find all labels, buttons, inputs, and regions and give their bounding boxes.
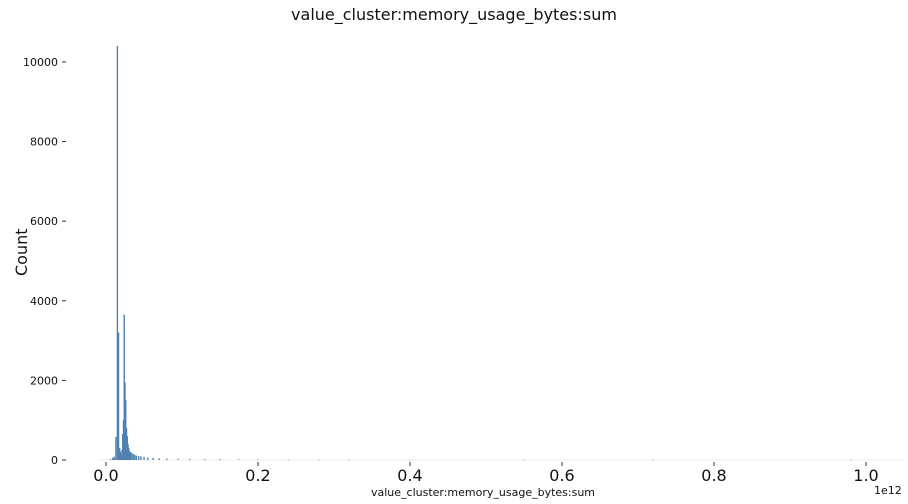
histogram-bar xyxy=(131,452,133,460)
y-tick-label: 8000 xyxy=(30,136,58,149)
histogram-bar xyxy=(166,458,168,460)
y-tick-label: 10000 xyxy=(23,56,58,69)
histogram-bar xyxy=(122,434,124,460)
x-tick-label: 0.0 xyxy=(93,466,118,485)
x-tick-label: 1.0 xyxy=(853,466,878,485)
histogram-bar xyxy=(257,459,259,460)
x-tick-label: 0.2 xyxy=(245,466,270,485)
x-tick-label: 0.4 xyxy=(397,466,422,485)
histogram-bar xyxy=(238,459,240,460)
y-tick-label: 4000 xyxy=(30,295,58,308)
y-tick-label: 6000 xyxy=(30,215,58,228)
histogram-bar xyxy=(120,455,122,460)
histogram-bar xyxy=(137,456,140,460)
histogram-bar xyxy=(119,452,122,460)
histogram-bar xyxy=(125,428,128,460)
histogram-bar xyxy=(318,459,320,461)
histogram-bar xyxy=(140,456,142,460)
histogram-bar xyxy=(188,459,191,460)
histogram-bar xyxy=(219,459,221,460)
histogram-bar xyxy=(204,459,206,460)
histogram-bar xyxy=(124,382,126,460)
histogram-bar xyxy=(127,444,129,460)
histogram-bar xyxy=(126,436,128,460)
histogram-bar xyxy=(118,448,121,460)
histogram-bar xyxy=(109,459,112,460)
x-axis-label: value_cluster:memory_usage_bytes:sum xyxy=(370,486,596,499)
histogram-bar xyxy=(116,45,119,461)
histogram-bar xyxy=(147,457,149,460)
histogram-bar xyxy=(287,459,290,461)
histogram-bar xyxy=(143,456,145,460)
histogram-bar xyxy=(125,400,127,460)
histogram-bar xyxy=(850,459,852,461)
x-axis-offset-label: 1e12 xyxy=(874,484,902,497)
histogram-bar xyxy=(121,450,123,460)
y-tick-label: 2000 xyxy=(30,374,58,387)
histogram-bar xyxy=(177,458,179,460)
histogram-bar xyxy=(135,455,138,460)
histogram-bar xyxy=(132,454,135,460)
histogram-bar xyxy=(348,459,350,461)
histogram-bar xyxy=(652,459,654,461)
histogram-bar xyxy=(115,436,117,460)
histogram-bar xyxy=(128,448,130,460)
histogram-bar xyxy=(158,458,160,460)
histogram-bar xyxy=(122,420,125,460)
histogram-bar xyxy=(123,314,125,460)
histogram-bar xyxy=(112,457,114,460)
x-tick-label: 0.6 xyxy=(549,466,574,485)
x-tick-label: 0.8 xyxy=(701,466,726,485)
histogram-bar xyxy=(128,451,131,460)
chart-title: value_cluster:memory_usage_bytes:sum xyxy=(291,5,617,24)
histogram-bar xyxy=(113,456,116,460)
histogram-bar xyxy=(134,454,136,460)
histogram-bar xyxy=(523,459,525,461)
histogram-bar xyxy=(409,459,411,461)
histogram-bar xyxy=(129,452,132,460)
y-tick-label: 0 xyxy=(51,454,58,467)
histogram-bar xyxy=(117,332,120,460)
histogram-bar xyxy=(152,458,154,460)
